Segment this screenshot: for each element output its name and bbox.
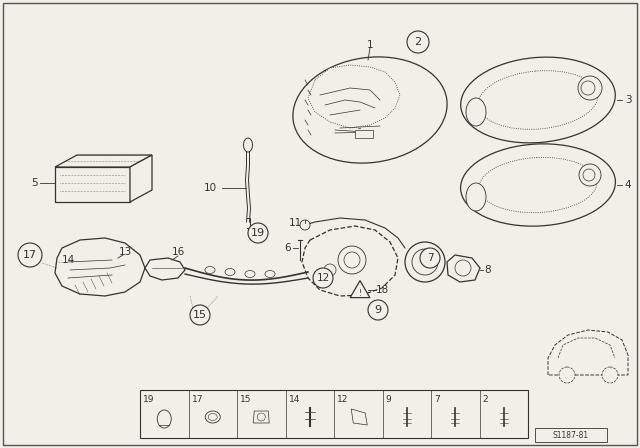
Text: 3: 3 (625, 95, 631, 105)
Text: 10: 10 (204, 183, 216, 193)
Text: 7: 7 (434, 395, 440, 404)
Ellipse shape (461, 144, 616, 226)
Circle shape (405, 242, 445, 282)
Text: 5: 5 (32, 178, 38, 188)
Text: 19: 19 (251, 228, 265, 238)
Bar (355, 130, 373, 138)
Polygon shape (145, 258, 185, 280)
Polygon shape (302, 226, 398, 296)
Ellipse shape (225, 268, 235, 276)
Ellipse shape (208, 414, 217, 421)
Text: 12: 12 (316, 273, 330, 283)
Circle shape (578, 76, 602, 100)
Circle shape (412, 249, 438, 275)
Ellipse shape (205, 267, 215, 273)
Text: 15: 15 (240, 395, 252, 404)
Text: 2: 2 (415, 37, 422, 47)
Circle shape (338, 246, 366, 274)
Ellipse shape (245, 271, 255, 277)
Ellipse shape (157, 410, 172, 428)
Circle shape (602, 367, 618, 383)
Circle shape (581, 81, 595, 95)
Ellipse shape (293, 57, 447, 163)
Text: 15: 15 (193, 310, 207, 320)
Text: 14: 14 (61, 255, 75, 265)
Polygon shape (55, 167, 130, 202)
Polygon shape (130, 155, 152, 202)
Text: 9: 9 (374, 305, 381, 315)
Text: 16: 16 (172, 247, 184, 257)
Ellipse shape (479, 157, 597, 213)
Text: 13: 13 (118, 247, 132, 257)
Polygon shape (351, 409, 367, 425)
Circle shape (18, 243, 42, 267)
Text: 8: 8 (484, 265, 492, 275)
Ellipse shape (205, 411, 220, 423)
Text: 17: 17 (191, 395, 203, 404)
Polygon shape (558, 338, 615, 358)
Ellipse shape (461, 57, 615, 143)
Text: 6: 6 (285, 243, 291, 253)
Circle shape (324, 264, 336, 276)
Polygon shape (308, 65, 400, 128)
Circle shape (257, 413, 265, 421)
Circle shape (583, 169, 595, 181)
Text: 14: 14 (289, 395, 300, 404)
Text: 2: 2 (483, 395, 488, 404)
Text: S1187-81: S1187-81 (553, 431, 589, 439)
Text: 12: 12 (337, 395, 348, 404)
Ellipse shape (466, 98, 486, 126)
Text: 9: 9 (385, 395, 391, 404)
Polygon shape (55, 155, 152, 167)
Circle shape (190, 305, 210, 325)
Circle shape (248, 223, 268, 243)
Circle shape (344, 252, 360, 268)
Circle shape (455, 260, 471, 276)
Ellipse shape (466, 183, 486, 211)
Bar (535, 428, 607, 442)
Circle shape (313, 268, 333, 288)
Ellipse shape (243, 138, 253, 152)
Text: 7: 7 (427, 253, 433, 263)
Ellipse shape (478, 71, 598, 129)
Bar (140, 390, 528, 438)
Circle shape (420, 248, 440, 268)
Circle shape (368, 300, 388, 320)
Text: 4: 4 (625, 180, 631, 190)
Text: 18: 18 (376, 285, 388, 295)
Text: !: ! (358, 289, 362, 298)
Circle shape (407, 31, 429, 53)
Polygon shape (350, 280, 370, 297)
Text: 19: 19 (143, 395, 154, 404)
Circle shape (559, 367, 575, 383)
Polygon shape (447, 255, 480, 282)
Text: 1: 1 (367, 40, 373, 50)
Text: 11: 11 (289, 218, 301, 228)
Circle shape (300, 220, 310, 230)
Polygon shape (55, 238, 145, 296)
Polygon shape (548, 330, 628, 375)
Circle shape (579, 164, 601, 186)
Polygon shape (253, 411, 269, 423)
Text: 17: 17 (23, 250, 37, 260)
Ellipse shape (265, 271, 275, 277)
